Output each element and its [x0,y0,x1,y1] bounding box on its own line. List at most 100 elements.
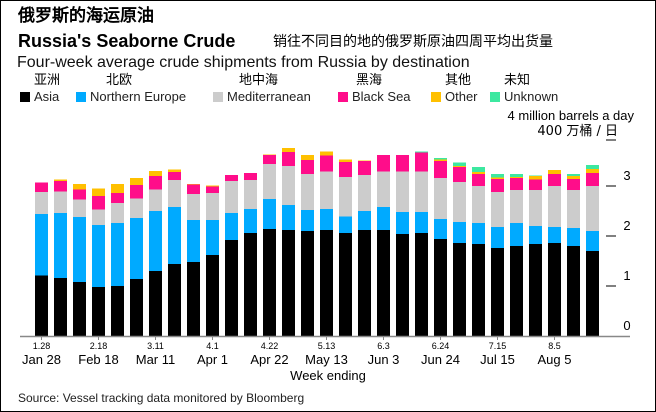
bar-black-sea [472,174,485,186]
bar-black-sea [206,186,219,193]
bar-asia [491,248,504,336]
y-tick-label: 0 [623,318,630,333]
bar-unknown [529,175,542,176]
bar-asia [206,255,219,336]
bar-black-sea [35,182,48,192]
bar-other [54,179,67,181]
bar-asia [168,264,181,336]
x-tick-label: Apr 22 [250,352,288,367]
x-tick-label: Jul 15 [480,352,515,367]
bar-northern-europe [149,211,162,271]
bar-other [320,151,333,156]
bar-black-sea [111,193,124,203]
bar-northern-europe [225,213,238,240]
x-tick-label: Feb 18 [78,352,118,367]
bar-unknown [586,165,599,169]
bar-black-sea [377,155,390,172]
bar-asia [130,279,143,336]
bar-asia [358,230,371,336]
bar-black-sea [586,173,599,186]
bar-black-sea [320,155,333,172]
bar-other [358,160,371,161]
x-tick-short-label: 5.13 [318,341,336,351]
bar-asia [472,244,485,336]
bar-other [130,178,143,185]
bar-northern-europe [358,211,371,230]
bar-black-sea [73,189,86,200]
bar-asia [263,229,276,336]
bar-mediterranean [377,171,390,207]
bar-northern-europe [491,227,504,248]
bar-black-sea [301,160,314,174]
bar-mediterranean [510,190,523,223]
x-tick-short-label: 6.24 [432,341,450,351]
bar-other [301,155,314,160]
bar-other [206,185,219,187]
bar-asia [244,233,257,336]
bar-black-sea [453,167,466,182]
bar-other [567,176,580,179]
bar-asia [320,230,333,336]
bar-mediterranean [301,174,314,210]
bar-asia [548,243,561,336]
legend-label: Northern Europe [90,89,187,104]
bar-other [282,148,295,152]
bar-mediterranean [130,198,143,218]
bar-northern-europe [529,226,542,244]
x-tick-label: Mar 11 [136,352,176,367]
bar-asia [377,230,390,336]
bar-unknown [510,174,523,177]
unit-label-chinese: 400 万桶 / 日 [537,124,618,139]
legend-swatch [490,91,500,102]
bar-unknown [567,174,580,176]
bar-mediterranean [453,182,466,222]
bar-other [434,159,447,161]
bar-black-sea [548,174,561,186]
bar-mediterranean [320,171,333,209]
bar-mediterranean [472,186,485,223]
bar-northern-europe [73,217,86,282]
x-axis-title: Week ending [290,368,366,383]
bar-northern-europe [339,216,352,233]
legend-label: Mediterranean [227,89,311,104]
bar-mediterranean [168,180,181,207]
bar-other [263,154,276,155]
bar-mediterranean [567,190,580,228]
legend-swatch [338,91,348,102]
bar-asia [149,271,162,336]
bar-other [149,171,162,176]
bar-unknown [472,167,485,172]
bar-other [111,184,124,193]
bar-asia [396,234,409,336]
bar-mediterranean [73,199,86,217]
bar-mediterranean [54,191,67,213]
bar-black-sea [92,196,105,210]
bar-northern-europe [396,212,409,234]
bar-mediterranean [491,192,504,227]
bar-black-sea [567,179,580,190]
x-tick-label: Aug 5 [538,352,572,367]
bar-northern-europe [510,223,523,246]
bar-asia [111,286,124,336]
x-tick-short-label: 4.22 [261,341,279,351]
bar-black-sea [168,172,181,180]
bar-asia [54,278,67,336]
bar-other [586,169,599,173]
bar-mediterranean [187,194,200,220]
x-tick-short-label: 8.5 [548,341,561,351]
bar-black-sea [529,179,542,190]
x-tick-label: May 13 [305,352,348,367]
bar-northern-europe [586,231,599,251]
legend-label-cn-asia: 亚洲 [34,73,61,88]
legend-item-unknown: Unknown [490,89,558,104]
bar-black-sea [510,178,523,190]
legend-item-other: Other [431,89,478,104]
bar-northern-europe [472,223,485,244]
bar-other [548,170,561,174]
legend-item-mediterranean: Mediterranean [213,89,311,104]
subtitle-chinese: 销往不同目的地的俄罗斯原油四周平均出货量 [273,34,553,50]
legend-label: Other [445,89,478,104]
bar-northern-europe [244,209,257,233]
bar-northern-europe [130,218,143,279]
